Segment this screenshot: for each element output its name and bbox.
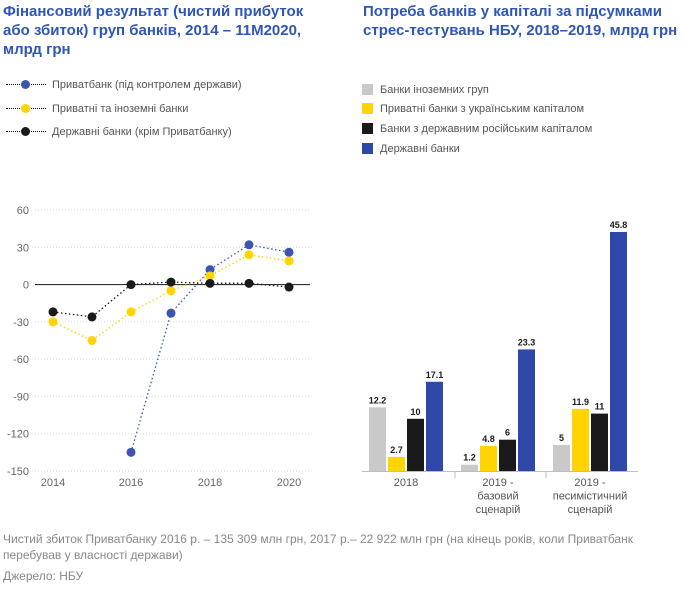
y-tick-label: 60 (17, 205, 29, 217)
data-point (87, 336, 97, 345)
bar-value-label: 10 (410, 407, 420, 417)
legend-label: Приватбанк (під контролем держави) (52, 79, 242, 91)
legend-square-swatch (362, 123, 373, 134)
data-point (244, 240, 254, 250)
legend-label: Державні банки (380, 143, 460, 155)
x-tick-label: 2020 (277, 477, 301, 489)
data-point (244, 250, 254, 260)
category-label: 2018 (394, 477, 418, 489)
bar-value-label: 11 (595, 402, 605, 412)
source-note: Джерело: НБУ (3, 569, 84, 583)
data-point (126, 447, 136, 457)
line-chart-legend: Приватбанк (під контролем держави) Прива… (6, 77, 326, 147)
bar-value-label: 45.8 (610, 220, 628, 230)
bar (591, 413, 608, 471)
legend-square-swatch (362, 143, 373, 154)
data-point (205, 265, 215, 275)
legend-dot-swatch (21, 80, 30, 89)
bar (499, 439, 516, 471)
bar (480, 445, 497, 471)
bar-value-label: 5 (559, 433, 564, 443)
data-point (48, 317, 58, 327)
data-point (87, 312, 97, 322)
series-line-2 (52, 281, 290, 318)
bar-value-label: 11.9 (572, 397, 589, 407)
data-point (284, 247, 294, 257)
right-chart-title: Потреба банків у капіталі за підсумками … (363, 3, 678, 39)
category-label: 2019 - (482, 477, 514, 489)
legend-dot-swatch (21, 127, 30, 136)
bar-value-label: 23.3 (518, 337, 536, 347)
x-tick-label: 2018 (198, 477, 222, 489)
legend-label: Приватні та іноземні банки (52, 103, 189, 115)
data-point (126, 307, 136, 317)
left-chart-title: Фінансовий результат (чистий прибуток аб… (3, 3, 304, 58)
bar (610, 232, 627, 471)
data-point (244, 278, 254, 288)
y-tick-label: -90 (13, 391, 29, 403)
y-tick-label: -120 (7, 429, 29, 441)
y-tick-label: -150 (7, 466, 29, 478)
bar (572, 408, 589, 471)
bar-value-label: 17.1 (426, 370, 444, 380)
data-point (205, 271, 215, 281)
series-line-0 (130, 244, 290, 453)
bar-value-label: 1.2 (463, 453, 476, 463)
legend-square-swatch (362, 84, 373, 95)
category-label: сценарій (568, 504, 613, 516)
y-tick-label: -60 (13, 354, 29, 366)
bar (553, 444, 570, 471)
data-point (126, 280, 136, 290)
legend-label: Приватні банки з українським капіталом (380, 103, 585, 115)
data-point (284, 282, 294, 292)
data-point (166, 277, 176, 287)
data-point (48, 307, 58, 317)
x-tick-label: 2016 (119, 477, 143, 489)
legend-dot-swatch (21, 104, 30, 113)
bar-value-label: 12.2 (369, 395, 387, 405)
y-tick-label: 30 (17, 242, 29, 254)
series-line-1 (52, 254, 290, 342)
legend-label: Державні банки (крім Приватбанку) (52, 126, 232, 138)
legend-label: Банки іноземних груп (380, 84, 489, 96)
data-point (205, 278, 215, 288)
bar (461, 464, 478, 471)
bar (407, 418, 424, 471)
y-tick-label: 0 (23, 280, 29, 292)
category-label: сценарій (476, 504, 521, 516)
category-label: базовий (477, 491, 518, 503)
bar (518, 349, 535, 471)
bar-value-label: 2.7 (390, 445, 403, 455)
bar (369, 407, 386, 471)
bar-value-label: 4.8 (482, 434, 495, 444)
category-label: песимістичний (553, 491, 628, 503)
footnote-line-1: Чистий збиток Приватбанку 2016 р. – 135 … (3, 532, 633, 546)
category-label: 2019 - (574, 477, 606, 489)
y-tick-label: -30 (13, 317, 29, 329)
bar (426, 381, 443, 471)
bar-value-label: 6 (505, 428, 510, 438)
bar-chart-legend: Банки іноземних груп Приватні банки з ук… (362, 82, 682, 162)
legend-label: Банки з державним російським капіталом (380, 123, 593, 135)
footnote-line-2: перебував у власності держави) (3, 548, 183, 562)
data-point (166, 286, 176, 296)
bar (388, 456, 405, 471)
legend-square-swatch (362, 103, 373, 114)
x-tick-label: 2014 (41, 477, 65, 489)
data-point (166, 308, 176, 318)
data-point (284, 256, 294, 266)
